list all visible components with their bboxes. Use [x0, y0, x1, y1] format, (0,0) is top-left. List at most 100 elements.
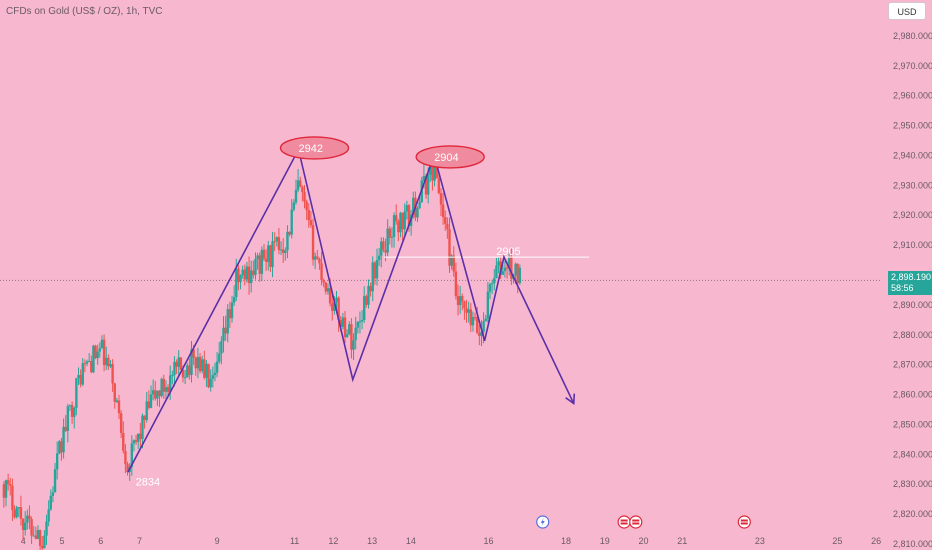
candle-body [160, 378, 163, 397]
x-tick-label: 23 [755, 536, 765, 546]
candle-body [17, 507, 21, 509]
candle-body [435, 158, 438, 179]
y-tick-label: 2,820.000 [893, 509, 932, 519]
lightning-icon[interactable] [536, 515, 550, 529]
candle-body [81, 363, 84, 385]
candle-body [188, 365, 191, 375]
flag-icon[interactable] [617, 515, 631, 529]
price-annotation-label[interactable]: 2904 [434, 152, 458, 164]
candle-body [62, 426, 65, 453]
highlight-ellipse[interactable] [279, 136, 350, 160]
candle-body [490, 283, 494, 285]
y-tick-label: 2,920.000 [893, 210, 932, 220]
currency-button[interactable]: USD [888, 2, 926, 20]
candle-body [320, 263, 323, 281]
candlestick-series [2, 147, 522, 550]
candle-body [92, 345, 95, 373]
price-annotation-label[interactable]: 2942 [299, 143, 323, 155]
candle-body [115, 400, 119, 402]
candle-body [126, 464, 129, 472]
candle-body [503, 267, 507, 272]
candle-body [262, 249, 266, 259]
candle-body [55, 453, 59, 470]
candle-body [147, 401, 151, 408]
candle-body [267, 245, 270, 262]
candle-body [220, 341, 223, 354]
candle-body [171, 375, 174, 377]
candle-body [105, 357, 108, 366]
candle-body [488, 284, 492, 292]
x-tick-label: 25 [832, 536, 842, 546]
event-markers[interactable] [536, 515, 751, 529]
candle-body [433, 158, 436, 181]
candle-body [215, 361, 219, 373]
candle-body [149, 394, 153, 408]
flag-icon[interactable] [737, 515, 751, 529]
candle-body [501, 271, 505, 275]
candle-body [117, 400, 121, 414]
candle-body [301, 186, 304, 193]
candle-body [382, 241, 385, 250]
candle-body [422, 175, 426, 181]
candle-body [237, 268, 240, 283]
candle-body [348, 324, 351, 334]
candle-body [446, 223, 449, 230]
time-axis[interactable]: 45679111213141618192021232526 [21, 536, 881, 546]
candle-body [77, 375, 80, 379]
candle-body [324, 282, 328, 292]
flag-icon[interactable] [629, 515, 643, 529]
candle-body [26, 515, 29, 523]
candle-body [401, 212, 404, 230]
candle-body [132, 440, 136, 444]
candle-body [73, 407, 76, 417]
candle-body [403, 211, 406, 230]
candle-body [36, 530, 40, 539]
candle-body [339, 319, 342, 327]
bar-countdown: 58:56 [891, 283, 914, 293]
candle-body [154, 390, 157, 399]
candle-body [211, 375, 215, 379]
candle-body [416, 208, 419, 218]
candle-body [209, 378, 212, 388]
candle-body [256, 255, 259, 260]
candle-body [352, 340, 355, 350]
candle-body [333, 301, 336, 311]
candle-body [2, 484, 6, 498]
candle-body [450, 255, 453, 266]
candle-body [444, 217, 447, 224]
candle-body [399, 212, 402, 233]
chart-title: CFDs on Gold (US$ / OZ), 1h, TVC [6, 6, 163, 17]
candle-body [463, 301, 466, 309]
candle-body [507, 257, 511, 269]
candle-body [96, 351, 99, 359]
candle-body [239, 275, 242, 283]
pattern-trend-line[interactable] [127, 147, 575, 473]
candle-body [448, 229, 451, 266]
price-annotation-label[interactable]: 2905 [496, 246, 520, 258]
candle-body [473, 317, 477, 319]
x-tick-label: 16 [483, 536, 493, 546]
y-tick-label: 2,850.000 [893, 419, 932, 429]
candle-body [358, 321, 362, 323]
price-annotations[interactable]: 2942 2904 2905 2834 [136, 136, 521, 488]
candle-body [465, 308, 468, 313]
x-tick-label: 7 [137, 536, 142, 546]
highlight-ellipse[interactable] [415, 145, 485, 169]
candle-body [337, 297, 340, 320]
candle-body [158, 390, 161, 397]
y-tick-label: 2,810.000 [893, 539, 932, 549]
candle-body [377, 255, 381, 261]
candle-body [107, 357, 110, 367]
candle-body [68, 405, 72, 407]
candle-body [497, 261, 500, 266]
y-tick-label: 2,890.000 [893, 300, 932, 310]
candle-body [6, 480, 10, 485]
candle-body [373, 262, 377, 279]
candle-body [247, 266, 251, 284]
candle-body [15, 507, 18, 518]
candle-body [83, 363, 87, 365]
price-annotation-label[interactable]: 2834 [136, 476, 160, 488]
candle-body [19, 507, 23, 519]
candle-body [228, 309, 232, 319]
